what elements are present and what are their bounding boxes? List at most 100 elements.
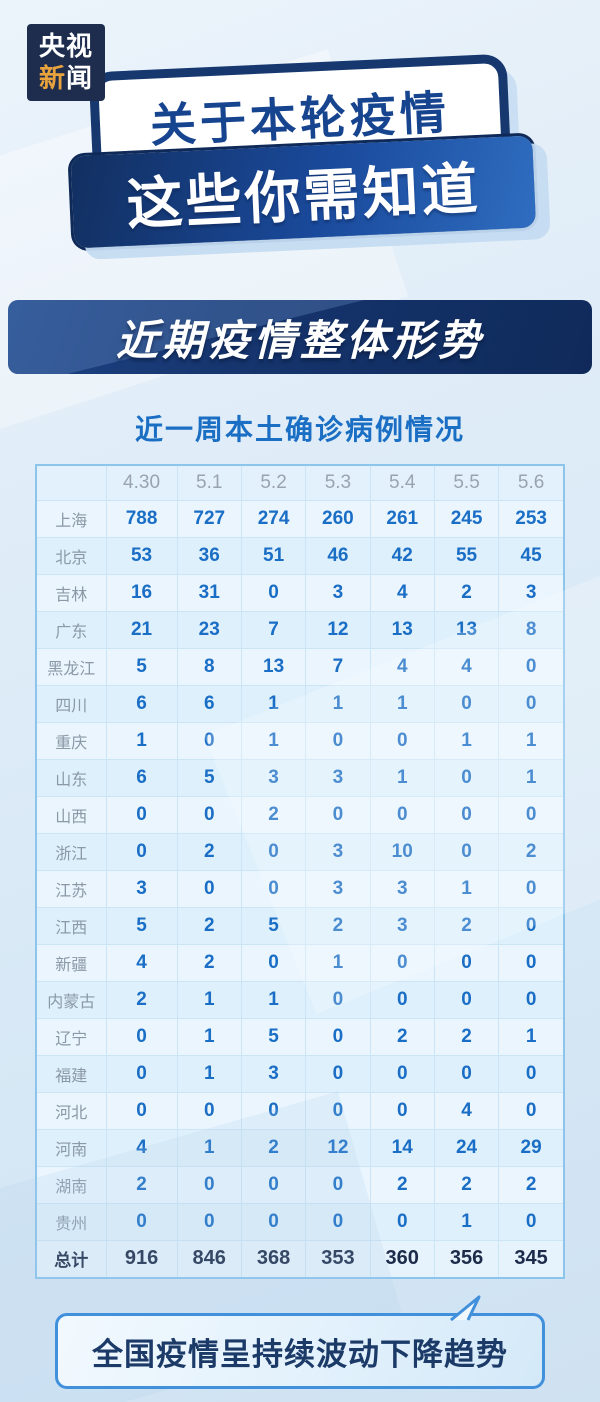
case-count-cell: 0 xyxy=(369,1054,435,1093)
case-count-cell: 0 xyxy=(305,1054,371,1093)
date-column-header: 5.6 xyxy=(498,464,565,501)
case-count-cell: 0 xyxy=(240,943,307,982)
case-count-cell: 51 xyxy=(240,536,307,575)
case-count-cell: 0 xyxy=(433,832,500,871)
case-count-cell: 0 xyxy=(433,795,500,834)
case-count-cell: 23 xyxy=(176,610,242,649)
total-count-cell: 916 xyxy=(105,1239,178,1279)
case-count-cell: 3 xyxy=(240,1054,307,1093)
province-label: 贵州 xyxy=(35,1202,107,1241)
province-label: 江西 xyxy=(35,906,107,945)
case-count-cell: 21 xyxy=(105,610,178,649)
case-count-cell: 2 xyxy=(240,795,307,834)
date-column-header: 4.30 xyxy=(105,464,178,501)
conclusion-bubble: 全国疫情呈持续波动下降趋势 xyxy=(55,1295,545,1389)
table-row: 黑龙江 5 8 13 7 4 4 0 xyxy=(35,647,565,686)
total-label: 总计 xyxy=(35,1239,107,1279)
conclusion-text-strong: 持续波动下降趋势 xyxy=(252,1336,508,1372)
case-count-cell: 3 xyxy=(240,758,307,797)
case-count-cell: 261 xyxy=(369,499,435,538)
case-count-cell: 1 xyxy=(498,1017,565,1056)
case-count-cell: 0 xyxy=(176,869,242,908)
case-count-cell: 2 xyxy=(433,906,500,945)
case-count-cell: 1 xyxy=(176,1054,242,1093)
case-count-cell: 0 xyxy=(369,1091,435,1130)
cctv-news-logo: 央视 新闻 xyxy=(27,24,105,101)
province-label: 山东 xyxy=(35,758,107,797)
case-count-cell: 0 xyxy=(433,758,500,797)
case-count-cell: 727 xyxy=(176,499,242,538)
case-count-cell: 1 xyxy=(176,980,242,1019)
province-label: 江苏 xyxy=(35,869,107,908)
case-count-cell: 0 xyxy=(305,721,371,760)
table-row: 内蒙古 2 1 1 0 0 0 0 xyxy=(35,980,565,1019)
case-count-cell: 2 xyxy=(176,832,242,871)
case-count-cell: 0 xyxy=(369,943,435,982)
case-count-cell: 12 xyxy=(305,1128,371,1167)
case-count-cell: 1 xyxy=(305,684,371,723)
case-count-cell: 1 xyxy=(498,721,565,760)
case-count-cell: 13 xyxy=(240,647,307,686)
case-count-cell: 3 xyxy=(105,869,178,908)
table-total-row: 总计 916 846 368 353 360 356 345 xyxy=(35,1239,565,1279)
case-count-cell: 1 xyxy=(433,721,500,760)
table-row: 湖南 2 0 0 0 2 2 2 xyxy=(35,1165,565,1204)
case-count-cell: 0 xyxy=(498,869,565,908)
province-label: 吉林 xyxy=(35,573,107,612)
cases-table-container: 4.30 5.1 5.2 5.3 5.4 5.5 5.6 上海 788 727 274 260 261… xyxy=(35,464,565,1279)
case-count-cell: 0 xyxy=(498,647,565,686)
province-label: 湖南 xyxy=(35,1165,107,1204)
case-count-cell: 55 xyxy=(433,536,500,575)
case-count-cell: 0 xyxy=(240,832,307,871)
case-count-cell: 1 xyxy=(240,721,307,760)
case-count-cell: 0 xyxy=(176,1091,242,1130)
case-count-cell: 2 xyxy=(369,1017,435,1056)
case-count-cell: 13 xyxy=(369,610,435,649)
case-count-cell: 0 xyxy=(498,684,565,723)
case-count-cell: 16 xyxy=(105,573,178,612)
total-count-cell: 356 xyxy=(433,1239,500,1279)
case-count-cell: 14 xyxy=(369,1128,435,1167)
case-count-cell: 1 xyxy=(305,943,371,982)
case-count-cell: 46 xyxy=(305,536,371,575)
case-count-cell: 3 xyxy=(305,869,371,908)
case-count-cell: 1 xyxy=(433,1202,500,1241)
title-line-2: 这些你需知道 xyxy=(70,135,537,249)
case-count-cell: 0 xyxy=(369,795,435,834)
province-label: 广东 xyxy=(35,610,107,649)
case-count-cell: 0 xyxy=(498,906,565,945)
date-column-header: 5.4 xyxy=(369,464,435,501)
case-count-cell: 4 xyxy=(369,647,435,686)
case-count-cell: 0 xyxy=(105,1091,178,1130)
case-count-cell: 0 xyxy=(369,721,435,760)
case-count-cell: 0 xyxy=(240,1091,307,1130)
case-count-cell: 6 xyxy=(176,684,242,723)
date-column-header: 5.5 xyxy=(433,464,500,501)
case-count-cell: 4 xyxy=(369,573,435,612)
case-count-cell: 274 xyxy=(240,499,307,538)
case-count-cell: 0 xyxy=(369,1202,435,1241)
case-count-cell: 13 xyxy=(433,610,500,649)
total-count-cell: 368 xyxy=(240,1239,307,1279)
title-line-2-text: 这些你需知道 xyxy=(125,156,482,236)
case-count-cell: 5 xyxy=(240,906,307,945)
case-count-cell: 31 xyxy=(176,573,242,612)
case-count-cell: 0 xyxy=(105,1017,178,1056)
case-count-cell: 1 xyxy=(176,1017,242,1056)
province-label: 浙江 xyxy=(35,832,107,871)
main-title-banner: 关于本轮疫情 这些你需知道 xyxy=(60,0,540,249)
case-count-cell: 0 xyxy=(176,1165,242,1204)
case-count-cell: 3 xyxy=(305,573,371,612)
case-count-cell: 2 xyxy=(105,1165,178,1204)
date-column-header: 5.1 xyxy=(176,464,242,501)
province-label: 上海 xyxy=(35,499,107,538)
case-count-cell: 2 xyxy=(369,1165,435,1204)
table-row: 贵州 0 0 0 0 0 1 0 xyxy=(35,1202,565,1241)
case-count-cell: 2 xyxy=(240,1128,307,1167)
table-row: 浙江 0 2 0 3 10 0 2 xyxy=(35,832,565,871)
case-count-cell: 7 xyxy=(305,647,371,686)
case-count-cell: 0 xyxy=(305,1017,371,1056)
case-count-cell: 0 xyxy=(369,980,435,1019)
table-header-row: 4.30 5.1 5.2 5.3 5.4 5.5 5.6 xyxy=(35,464,565,501)
case-count-cell: 29 xyxy=(498,1128,565,1167)
